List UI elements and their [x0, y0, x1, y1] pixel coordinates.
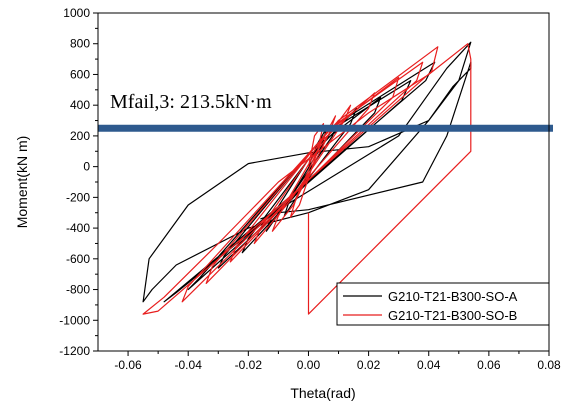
- y-tick-label: 0: [83, 160, 90, 174]
- y-tick-label: 1000: [63, 6, 90, 20]
- legend-box: [336, 282, 550, 326]
- legend: G210-T21-B300-SO-A G210-T21-B300-SO-B: [336, 282, 550, 326]
- y-tick-label: 200: [70, 129, 90, 143]
- y-axis-title: Moment(kN m): [14, 136, 30, 229]
- y-tick-label: 400: [70, 98, 90, 112]
- x-tick-label: 0.04: [417, 358, 441, 372]
- y-tick-label: -1200: [59, 344, 90, 358]
- legend-label-series-a: G210-T21-B300-SO-A: [388, 289, 518, 304]
- x-tick-label: -0.04: [175, 358, 203, 372]
- y-tick-label: -1000: [59, 313, 90, 327]
- x-axis-title: Theta(rad): [290, 385, 355, 401]
- series-line-a: [142, 41, 472, 303]
- x-tick-label: 0.08: [537, 358, 561, 372]
- x-tick-label: 0.06: [477, 358, 501, 372]
- x-tick-label: -0.02: [235, 358, 263, 372]
- y-tick-label: 800: [70, 37, 90, 51]
- annotation-label: Mfail,3: 213.5kN·m: [110, 91, 272, 113]
- x-tick-label: -0.06: [114, 358, 142, 372]
- y-tick-label: 600: [70, 67, 90, 81]
- x-tick-label: 0.02: [357, 358, 381, 372]
- x-axis: -0.06 -0.04 -0.02 0.00 0.02 0.04 0.06 0.08: [114, 351, 561, 372]
- y-tick-label: -200: [66, 190, 90, 204]
- legend-label-series-b: G210-T21-B300-SO-B: [388, 308, 517, 323]
- x-tick-label: 0.00: [297, 358, 321, 372]
- y-tick-label: -800: [66, 283, 90, 297]
- y-axis: 1000 800 600 400 200 0 -200 -400 -600 -800 -1000 -1…: [59, 6, 98, 358]
- y-tick-label: -600: [66, 252, 90, 266]
- y-tick-label: -400: [66, 221, 90, 235]
- series-layer: [142, 41, 472, 315]
